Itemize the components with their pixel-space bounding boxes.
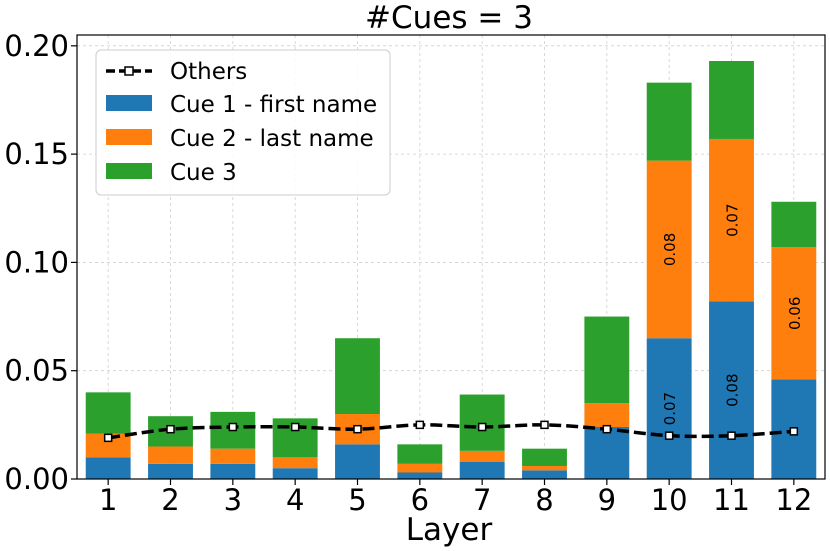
x-tick-label: 1: [99, 483, 117, 517]
others-line: [103, 420, 799, 443]
others-line-marker: [228, 422, 238, 432]
data-label: 0.06: [786, 297, 804, 330]
bar-segment-3: [646, 82, 692, 161]
bar-segment-2: [522, 466, 567, 471]
bar-segment-1: [148, 463, 193, 479]
bar-segment-2: [709, 138, 754, 302]
bar-segment-3: [522, 448, 567, 467]
data-label: 0.07: [724, 203, 742, 236]
bar-segment-1: [709, 301, 754, 479]
x-tick-label: 2: [161, 483, 179, 517]
bar-segment-1: [335, 444, 380, 479]
bar-segment-1: [210, 463, 256, 479]
x-axis-ticks: 1 2 3 4 5 6 7 8 9 10 11 12: [99, 479, 812, 517]
others-line-marker: [166, 424, 175, 434]
x-tick-label: 4: [286, 483, 304, 517]
bar-segment-3: [397, 444, 443, 464]
others-line-marker: [602, 424, 612, 434]
bar-segment-3: [85, 392, 131, 434]
y-tick-label: 0.05: [4, 354, 69, 388]
legend-label-cue3: Cue 3: [170, 160, 237, 186]
x-tick-label: 8: [535, 483, 553, 517]
others-line-marker: [415, 420, 425, 430]
bar-segment-2: [148, 446, 193, 464]
others-line-marker: [540, 420, 549, 430]
y-tick-label: 0.10: [4, 245, 69, 279]
bar-segment-1: [85, 457, 131, 479]
x-tick-label: 5: [348, 483, 366, 517]
x-tick-label: 7: [473, 483, 491, 517]
bar-segment-1: [397, 472, 443, 479]
x-tick-label: 10: [651, 483, 688, 517]
bar-segment-2: [272, 457, 318, 469]
legend-swatch-cue3: [106, 163, 152, 179]
legend-item-cue3: Cue 3: [106, 160, 237, 186]
data-label: 0.08: [661, 233, 679, 266]
y-axis-ticks: 0.00 0.05 0.10 0.15 0.20: [4, 29, 77, 496]
bar-segment-3: [709, 60, 754, 139]
legend-box: [95, 49, 391, 196]
bar-segment-1: [584, 427, 630, 479]
others-line-marker: [103, 433, 113, 443]
x-tick-label: 3: [224, 483, 242, 517]
plot-area-frame: [76, 34, 826, 480]
x-axis-label: Layer: [406, 512, 493, 548]
others-line-marker: [727, 431, 736, 440]
bar-segment-2: [459, 450, 505, 462]
x-tick-label: 12: [775, 483, 812, 517]
others-line-marker: [477, 422, 487, 432]
bar-segment-1: [272, 468, 318, 479]
others-line-marker: [789, 427, 799, 436]
legend-swatch-cue1: [106, 95, 152, 111]
others-line-path: [107, 423, 794, 440]
legend-item-others: Others: [106, 59, 247, 85]
legend-label-cue1: Cue 1 - first name: [170, 92, 377, 118]
legend: Others Cue 1 - first name Cue 2 - last n…: [95, 49, 391, 196]
legend-label-cue2: Cue 2 - last name: [170, 126, 374, 152]
legend-item-cue1: Cue 1 - first name: [106, 92, 377, 118]
bar-segment-3: [771, 201, 817, 248]
others-line-marker: [290, 422, 300, 432]
bar-segment-3: [459, 394, 505, 451]
others-line-marker: [664, 431, 674, 440]
bar-segment-3: [584, 316, 630, 404]
x-tick-label: 11: [713, 483, 750, 517]
x-tick-label: 6: [411, 483, 429, 517]
legend-swatch-cue2: [106, 129, 152, 145]
legend-label-others: Others: [170, 59, 247, 85]
data-label: 0.08: [724, 373, 742, 406]
bar-segment-2: [584, 403, 630, 428]
bar-segment-1: [459, 461, 505, 479]
bar-segment-2: [771, 247, 817, 380]
y-tick-label: 0.00: [4, 462, 69, 496]
bar-segment-2: [85, 433, 131, 458]
others-line-marker: [353, 424, 362, 434]
bar-segment-1: [522, 470, 567, 479]
bar-segment-3: [335, 338, 380, 415]
y-tick-label: 0.20: [4, 29, 69, 63]
bar-segment-2: [210, 448, 256, 464]
data-labels: 0.07 0.08 0.08 0.07 0.06: [661, 203, 804, 425]
bar-segment-2: [397, 463, 443, 473]
chart-title: #Cues = 3: [365, 0, 533, 36]
legend-item-cue2: Cue 2 - last name: [106, 126, 374, 152]
data-label: 0.07: [661, 392, 679, 425]
bar-segment-1: [646, 338, 692, 479]
bar-segment-2: [646, 160, 692, 339]
y-tick-label: 0.15: [4, 137, 69, 171]
x-tick-label: 9: [598, 483, 616, 517]
